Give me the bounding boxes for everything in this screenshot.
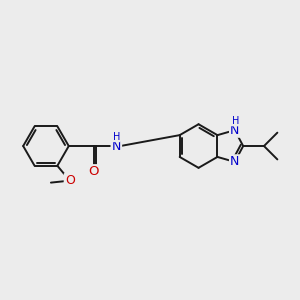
Text: N: N bbox=[112, 140, 121, 152]
Text: O: O bbox=[65, 174, 75, 187]
Text: N: N bbox=[230, 124, 239, 137]
Text: H: H bbox=[112, 132, 120, 142]
Text: N: N bbox=[230, 155, 239, 168]
Text: H: H bbox=[232, 116, 239, 126]
Text: O: O bbox=[88, 165, 99, 178]
